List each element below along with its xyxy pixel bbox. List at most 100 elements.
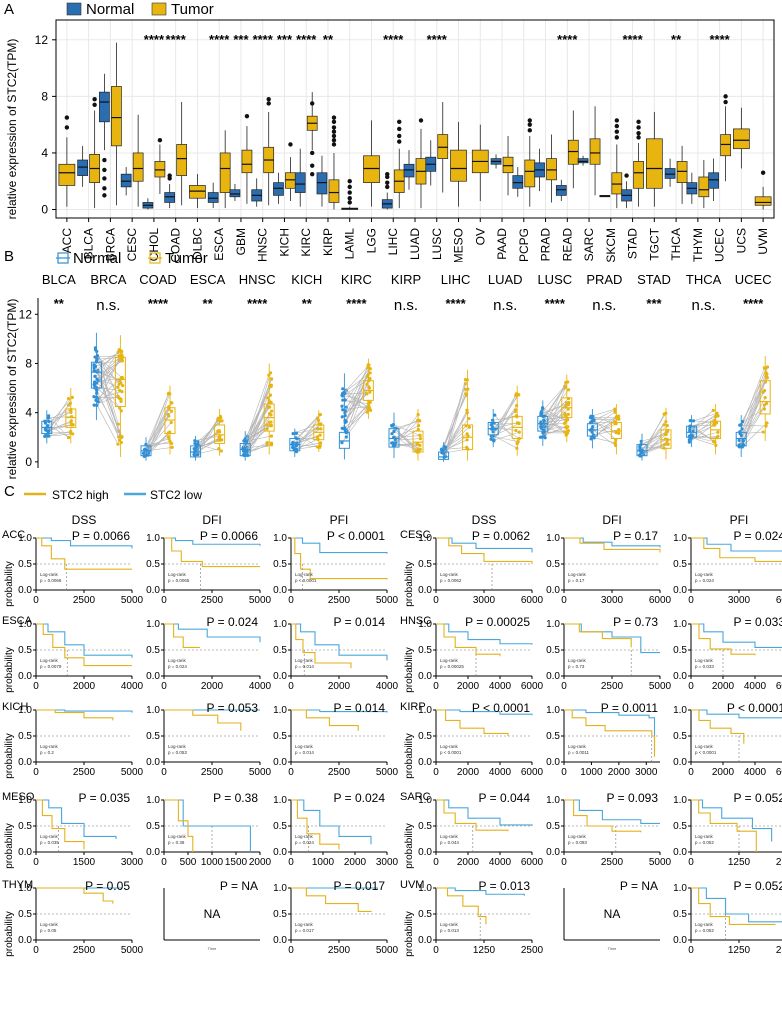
- point-normal: [341, 387, 344, 390]
- outlier-point: [397, 120, 401, 124]
- point-tumor: [270, 377, 273, 380]
- point-tumor: [518, 431, 521, 434]
- point-tumor: [419, 434, 422, 437]
- log-rank-note: p = 0.035: [40, 840, 59, 845]
- y-tick-label: 1.0: [546, 619, 560, 630]
- x-tick-label: 2000: [73, 681, 96, 692]
- log-rank-note: Log-rank: [168, 834, 187, 839]
- point-normal: [490, 423, 493, 426]
- x-tick-label: 0: [33, 945, 39, 956]
- point-normal: [392, 423, 395, 426]
- outlier-point: [636, 125, 640, 129]
- y-axis-label: relative expression of STC2(TPM): [5, 299, 19, 480]
- box-GBM-normal: [230, 190, 240, 197]
- y-axis-label: probability: [404, 561, 415, 607]
- y-tick-label: 8: [25, 356, 32, 370]
- facet-title-BRCA: BRCA: [90, 272, 126, 287]
- sig-annotation-KICH: **: [302, 296, 313, 311]
- box-THCA-tumor: [677, 161, 687, 182]
- x-tick-label: 0: [161, 857, 167, 868]
- point-tumor: [116, 443, 119, 446]
- outlier-point: [310, 163, 314, 167]
- point-tumor: [367, 401, 370, 404]
- x-tick-label: 4000: [744, 681, 767, 692]
- y-tick-label: 1.0: [18, 705, 32, 716]
- y-tick-label: 1.0: [673, 705, 687, 716]
- sig-annotation-KICH: ***: [277, 32, 293, 47]
- box-KIRP-tumor: [329, 180, 339, 203]
- point-tumor: [319, 441, 322, 444]
- km-plot-2-5: 0.00.51.00200040006000P < 0.0001Log-rank…: [673, 701, 782, 778]
- log-rank-note: Log-rank: [40, 572, 59, 577]
- point-tumor: [268, 406, 271, 409]
- point-tumor: [617, 417, 620, 420]
- x-tick-label: 1000: [312, 857, 335, 868]
- outlier-point: [102, 168, 106, 172]
- y-axis-label: probability: [404, 733, 415, 779]
- log-rank-note: Log-rank: [695, 572, 714, 577]
- point-normal: [95, 378, 98, 381]
- column-title-5: PFI: [730, 513, 749, 527]
- y-tick-label: 0.0: [418, 935, 432, 946]
- outlier-point: [348, 185, 352, 189]
- y-tick-label: 0.5: [418, 731, 432, 742]
- log-rank-note: p = 0.024: [295, 840, 314, 845]
- y-tick-label: 0.0: [673, 585, 687, 596]
- point-normal: [43, 435, 46, 438]
- outlier-point: [419, 118, 423, 122]
- point-tumor: [418, 444, 421, 447]
- y-tick-label: 8: [41, 89, 48, 103]
- box-ESCA-tumor: [220, 153, 230, 193]
- box-UCEC-tumor: [721, 135, 731, 156]
- x-tick-label: 2500: [73, 595, 96, 606]
- outlier-point: [332, 125, 336, 129]
- outlier-point: [615, 135, 619, 139]
- x-tick-label: 0: [288, 681, 294, 692]
- log-rank-note: Log-rank: [695, 834, 714, 839]
- sig-annotation-STAD: ****: [622, 32, 643, 47]
- point-tumor: [369, 371, 372, 374]
- x-tick-label: 0: [433, 595, 439, 606]
- box-READ-normal: [556, 185, 566, 195]
- point-normal: [593, 436, 596, 439]
- point-tumor: [120, 390, 123, 393]
- log-rank-note: p = 0.053: [168, 750, 187, 755]
- point-tumor: [118, 397, 121, 400]
- log-rank-note: Log-rank: [168, 744, 187, 749]
- point-normal: [638, 446, 641, 449]
- y-tick-label: 0.5: [673, 645, 687, 656]
- y-tick-label: 0.0: [546, 585, 560, 596]
- x-tick-label: 6000: [521, 681, 544, 692]
- y-axis-label: probability: [404, 823, 415, 869]
- point-tumor: [468, 426, 471, 429]
- box-LUSC-tumor: [438, 135, 448, 159]
- point-tumor: [268, 421, 271, 424]
- y-tick-label: 1.0: [18, 795, 32, 806]
- y-tick-label: 0.5: [273, 645, 287, 656]
- p-value-label: P = 0.013: [479, 879, 531, 893]
- y-tick-label: 0: [25, 455, 32, 469]
- point-normal: [291, 432, 294, 435]
- log-rank-note: p = 0.05: [40, 928, 57, 933]
- outlier-point: [158, 138, 162, 142]
- x-tick-label: 4000: [121, 681, 144, 692]
- point-tumor: [116, 386, 119, 389]
- sig-annotation-BRCA: n.s.: [96, 297, 120, 314]
- sig-annotation-KIRC: ****: [296, 32, 317, 47]
- point-normal: [192, 453, 195, 456]
- outlier-point: [102, 176, 106, 180]
- pair-line: [591, 409, 615, 416]
- box-THCA-normal: [665, 169, 675, 179]
- y-tick-label: 0.0: [273, 757, 287, 768]
- log-rank-note: p = 0.38: [168, 840, 185, 845]
- point-tumor: [763, 407, 766, 410]
- log-rank-note: Log-rank: [295, 572, 314, 577]
- outlier-point: [385, 172, 389, 176]
- y-tick-label: 1.0: [146, 705, 160, 716]
- na-label: NA: [604, 907, 621, 921]
- x-tick-label: 0: [561, 857, 567, 868]
- box-PAAD-tumor: [503, 157, 513, 173]
